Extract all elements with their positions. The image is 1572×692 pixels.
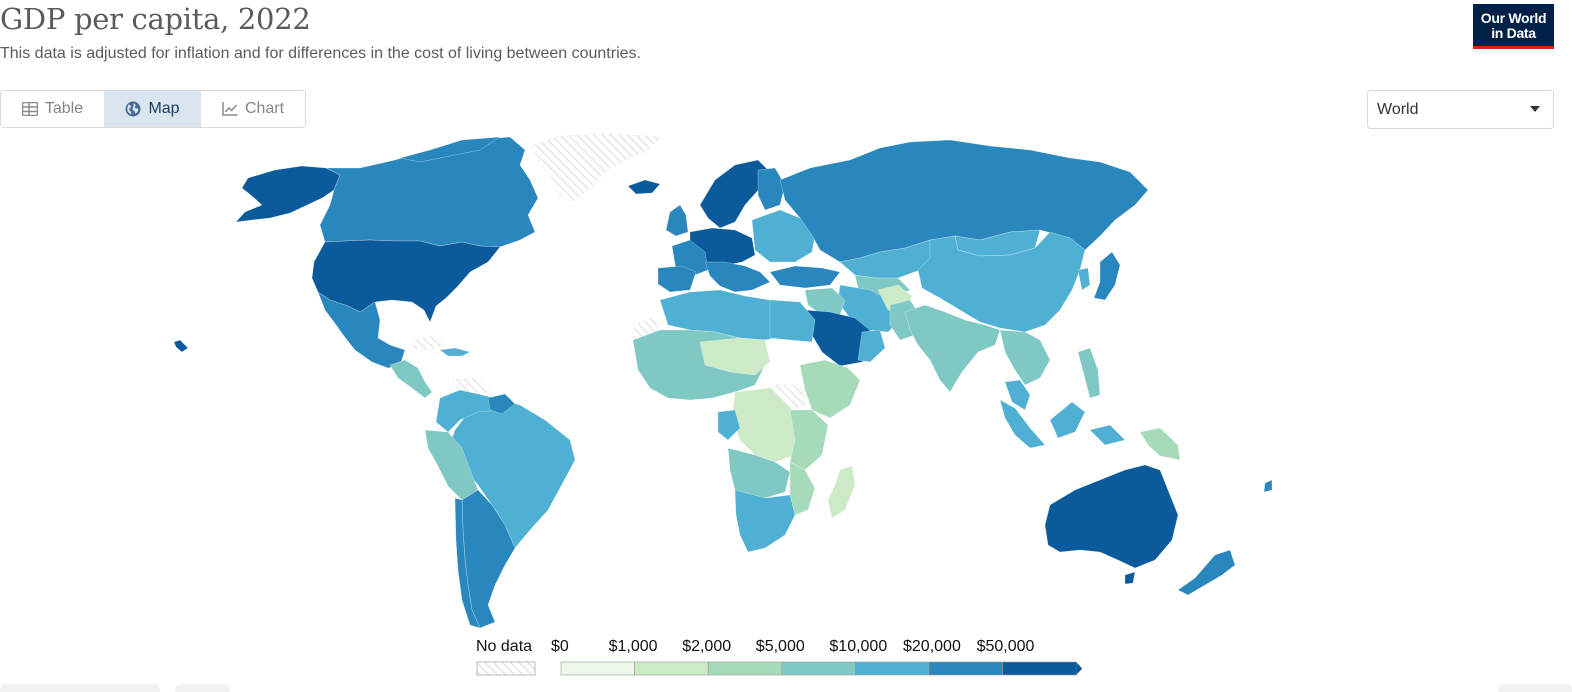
legend-swatch [634, 661, 709, 676]
country-yemen-oman[interactable] [857, 329, 886, 363]
bottom-tab-stub [0, 684, 160, 692]
country-angola-zambia[interactable] [727, 447, 791, 506]
owid-logo[interactable]: Our World in Data [1473, 4, 1554, 49]
legend-bin-label: $2,000 [682, 638, 732, 655]
country-southern-africa[interactable] [734, 489, 796, 553]
country-southeast-asia[interactable] [999, 329, 1051, 386]
country-colombia-venezuela[interactable] [435, 389, 501, 433]
legend-swatch [1002, 661, 1077, 676]
country-eastern-europe[interactable] [751, 209, 816, 263]
country-indonesia[interactable] [999, 399, 1126, 449]
world-map [173, 133, 1273, 629]
legend-no-data-label: No data [476, 638, 533, 655]
legend-bin-label: $50,000 [976, 638, 1035, 655]
region-select-value: World [1377, 100, 1419, 118]
country-malaysia-thailand[interactable] [1004, 379, 1031, 411]
country-india[interactable] [904, 304, 1001, 393]
bottom-tab-stub [1498, 684, 1572, 692]
country-japan[interactable] [1093, 251, 1121, 301]
country-iberia[interactable] [657, 265, 697, 293]
country-papua-new-guinea[interactable] [1139, 427, 1181, 461]
region-select[interactable]: World [1367, 90, 1554, 129]
tab-chart-label: Chart [244, 100, 285, 117]
country-guyana-suriname[interactable] [487, 393, 516, 415]
legend-bin-label: $10,000 [829, 638, 888, 655]
table-icon [21, 102, 38, 116]
country-new-zealand[interactable] [1177, 549, 1236, 596]
country-philippines[interactable] [1077, 347, 1101, 399]
chart-subtitle: This data is adjusted for inflation and … [0, 45, 641, 62]
country-egypt[interactable] [769, 299, 816, 343]
country-china[interactable] [917, 231, 1086, 333]
country-greenland[interactable] [531, 133, 661, 203]
country-madagascar[interactable] [827, 465, 856, 519]
view-tabs: Table Map Chart [0, 90, 306, 128]
country-pacific-islands[interactable] [1263, 479, 1273, 493]
tab-chart[interactable]: Chart [201, 91, 305, 127]
country-canada-arctic[interactable] [399, 136, 501, 163]
country-horn-of-africa[interactable] [799, 359, 861, 419]
chart-title: GDP per capita, 2022 [0, 2, 311, 36]
country-usa-alaska[interactable] [235, 165, 341, 223]
line-chart-icon [222, 102, 238, 116]
map-legend: No data $0 $1,000 $2,000 $5,000 $10,000 $20,0… [0, 636, 1572, 686]
legend-bin-label: $1,000 [608, 638, 658, 655]
legend-swatch [781, 661, 856, 676]
country-caribbean-nodata[interactable] [411, 335, 491, 399]
country-central-america[interactable] [389, 359, 433, 399]
country-korea[interactable] [1077, 267, 1091, 291]
country-caribbean[interactable] [439, 347, 471, 357]
country-finland[interactable] [757, 167, 786, 211]
country-mozambique[interactable] [789, 461, 816, 516]
legend-arrow-tip [1076, 662, 1083, 675]
bottom-tab-stub [175, 684, 230, 692]
legend-bin-label: $0 [551, 638, 569, 655]
country-iceland[interactable] [627, 179, 661, 195]
legend-swatches [476, 661, 1083, 676]
country-mexico[interactable] [317, 291, 406, 369]
legend-bin-label: $20,000 [903, 638, 961, 655]
globe-icon [125, 101, 141, 117]
country-australia[interactable] [1044, 464, 1179, 569]
legend-swatch [855, 661, 930, 676]
logo-line-2: in Data [1491, 25, 1536, 41]
country-east-africa[interactable] [789, 409, 829, 471]
logo-line-1: Our World [1480, 10, 1547, 26]
country-uk[interactable] [665, 204, 689, 237]
country-congo-gabon[interactable] [717, 409, 741, 441]
country-italy-balkans[interactable] [704, 261, 771, 293]
tab-map[interactable]: Map [104, 91, 201, 127]
tab-table[interactable]: Table [1, 91, 104, 127]
country-sahel[interactable] [699, 337, 771, 376]
country-turkey[interactable] [769, 265, 841, 289]
legend-swatch [560, 661, 635, 676]
legend-no-data-swatch [476, 661, 536, 676]
legend-swatch [707, 661, 783, 676]
chevron-down-icon [1530, 106, 1540, 112]
country-tasmania[interactable] [1124, 571, 1136, 585]
country-hawaii[interactable] [173, 339, 189, 353]
country-chile[interactable] [454, 497, 481, 629]
legend-bin-label: $5,000 [755, 638, 805, 655]
tab-table-label: Table [44, 100, 84, 117]
legend-swatch [928, 661, 1003, 676]
tab-map-label: Map [148, 100, 180, 117]
